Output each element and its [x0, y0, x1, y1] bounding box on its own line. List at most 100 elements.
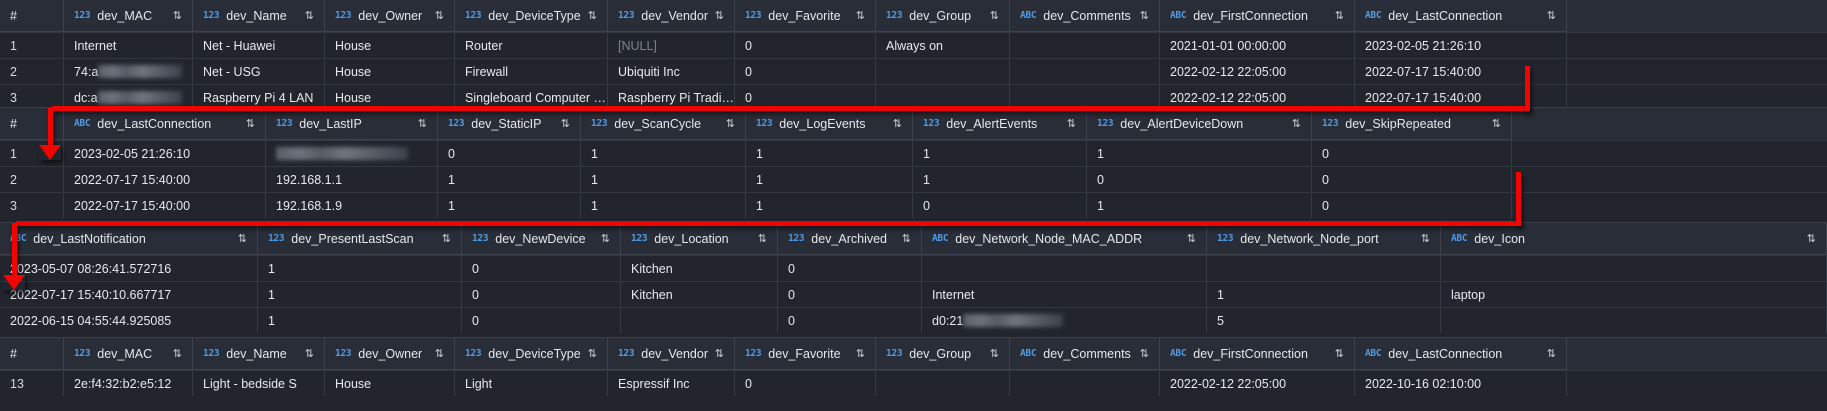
devices-grid-segment-2[interactable]: # ABC dev_LastConnection ⇅ 123 dev_LastIP ⇅ 123…	[0, 107, 1827, 218]
table-cell[interactable]: 1	[1087, 141, 1312, 166]
sort-toggle-icon[interactable]: ⇅	[434, 9, 444, 22]
table-cell[interactable]: Espressif Inc	[608, 371, 735, 396]
table-cell[interactable]: 2e:f4:32:b2:e5:12	[64, 371, 193, 396]
table-cell[interactable]	[1010, 85, 1160, 110]
sort-toggle-icon[interactable]: ⇅	[434, 347, 444, 360]
sort-toggle-icon[interactable]: ⇅	[441, 232, 451, 245]
sort-toggle-icon[interactable]: ⇅	[417, 117, 427, 130]
table-cell[interactable]	[266, 141, 438, 166]
sort-toggle-icon[interactable]: ⇅	[1139, 347, 1149, 360]
column-header-dev_archived[interactable]: 123 dev_Archived ⇅	[778, 223, 922, 255]
table-cell[interactable]: 1	[438, 193, 581, 218]
column-header-dev_alertevents[interactable]: 123 dev_AlertEvents ⇅	[913, 108, 1087, 140]
table-cell[interactable]: 0	[735, 59, 876, 84]
column-header-dev_icon[interactable]: ABC dev_Icon ⇅	[1441, 223, 1827, 255]
table-cell[interactable]: 0	[1087, 167, 1312, 192]
table-cell[interactable]: 2022-10-16 02:10:00	[1355, 371, 1567, 396]
column-header-dev_favorite[interactable]: 123 dev_Favorite ⇅	[735, 338, 876, 370]
column-header-dev_comments[interactable]: ABC dev_Comments ⇅	[1010, 0, 1160, 32]
column-header-rownum[interactable]: #	[0, 108, 64, 140]
column-header-dev_name[interactable]: 123 dev_Name ⇅	[193, 0, 325, 32]
sort-toggle-icon[interactable]: ⇅	[855, 9, 865, 22]
table-cell[interactable]: dc:a	[64, 85, 193, 110]
row-number-cell[interactable]: 1	[0, 33, 64, 58]
table-cell[interactable]: 5	[1207, 308, 1441, 333]
table-cell[interactable]: 1	[1207, 282, 1441, 307]
table-cell[interactable]: House	[325, 85, 455, 110]
table-cell[interactable]: Firewall	[455, 59, 608, 84]
row-number-cell[interactable]: 1	[0, 141, 64, 166]
table-cell[interactable]: [NULL]	[608, 33, 735, 58]
table-cell[interactable]: House	[325, 33, 455, 58]
sort-toggle-icon[interactable]: ⇅	[757, 232, 767, 245]
column-header-dev_name[interactable]: 123 dev_Name ⇅	[193, 338, 325, 370]
table-cell[interactable]: 1	[913, 167, 1087, 192]
column-header-dev_lastnotification[interactable]: ABC dev_LastNotification ⇅	[0, 223, 258, 255]
table-cell[interactable]	[876, 85, 1010, 110]
table-row[interactable]: 2023-05-07 08:26:41.572716 1 0 Kitchen 0	[0, 255, 1827, 281]
table-cell[interactable]: 2022-06-15 04:55:44.925085	[0, 308, 258, 333]
column-header-rownum[interactable]: #	[0, 338, 64, 370]
column-header-dev_group[interactable]: 123 dev_Group ⇅	[876, 0, 1010, 32]
table-cell[interactable]: 2022-07-17 15:40:00	[64, 167, 266, 192]
row-number-cell[interactable]: 2	[0, 59, 64, 84]
table-cell[interactable]: 1	[438, 167, 581, 192]
row-number-cell[interactable]: 3	[0, 85, 64, 110]
sort-toggle-icon[interactable]: ⇅	[1334, 347, 1344, 360]
table-cell[interactable]: 2023-02-05 21:26:10	[1355, 33, 1567, 58]
table-row[interactable]: 2022-06-15 04:55:44.925085 1 0 0 d0:21 5	[0, 307, 1827, 333]
sort-toggle-icon[interactable]: ⇅	[304, 347, 314, 360]
table-row[interactable]: 2 2022-07-17 15:40:00 192.168.1.1 1 1 1 1 0 0	[0, 166, 1827, 192]
sort-toggle-icon[interactable]: ⇅	[587, 347, 597, 360]
table-cell[interactable]: 1	[913, 141, 1087, 166]
table-row[interactable]: 1 2023-02-05 21:26:10 0 1 1 1 1 0	[0, 140, 1827, 166]
table-cell[interactable]: 0	[462, 308, 621, 333]
table-cell[interactable]: Net - USG	[193, 59, 325, 84]
sort-toggle-icon[interactable]: ⇅	[172, 9, 182, 22]
table-cell[interactable]	[1441, 308, 1827, 333]
devices-grid-segment-3[interactable]: ABC dev_LastNotification ⇅ 123 dev_PresentLa…	[0, 222, 1827, 333]
table-cell[interactable]: 2022-07-17 15:40:10.667717	[0, 282, 258, 307]
table-cell[interactable]: 1	[581, 141, 746, 166]
column-header-dev_staticip[interactable]: 123 dev_StaticIP ⇅	[438, 108, 581, 140]
column-header-dev_mac[interactable]: 123 dev_MAC ⇅	[64, 0, 193, 32]
table-cell[interactable]: 2022-02-12 22:05:00	[1160, 85, 1355, 110]
table-cell[interactable]	[1207, 256, 1441, 281]
table-cell[interactable]	[1441, 256, 1827, 281]
table-cell[interactable]: 0	[778, 256, 922, 281]
table-cell[interactable]	[621, 308, 778, 333]
table-cell[interactable]	[1010, 33, 1160, 58]
table-cell[interactable]: Light	[455, 371, 608, 396]
column-header-dev_favorite[interactable]: 123 dev_Favorite ⇅	[735, 0, 876, 32]
column-header-dev_firstconnection[interactable]: ABC dev_FirstConnection ⇅	[1160, 338, 1355, 370]
table-cell[interactable]: 1	[258, 308, 462, 333]
table-cell[interactable]: 0	[462, 282, 621, 307]
devices-grid-bottom-partial[interactable]: #123 dev_MAC ⇅ 123 dev_Name ⇅ 123 dev_Owner ⇅ 123…	[0, 337, 1827, 396]
sort-toggle-icon[interactable]: ⇅	[1806, 232, 1816, 245]
table-cell[interactable]: 1	[746, 193, 913, 218]
column-header-dev_logevents[interactable]: 123 dev_LogEvents ⇅	[746, 108, 913, 140]
sort-toggle-icon[interactable]: ⇅	[172, 347, 182, 360]
sort-toggle-icon[interactable]: ⇅	[237, 232, 247, 245]
table-cell[interactable]: 0	[778, 308, 922, 333]
sort-toggle-icon[interactable]: ⇅	[989, 9, 999, 22]
table-cell[interactable]: d0:21	[922, 308, 1207, 333]
table-row[interactable]: 3 dc:a Raspberry Pi 4 LAN House Singleboard …	[0, 84, 1827, 110]
column-header-dev_lastip[interactable]: 123 dev_LastIP ⇅	[266, 108, 438, 140]
sort-toggle-icon[interactable]: ⇅	[1066, 117, 1076, 130]
column-header-dev_alertdevicedown[interactable]: 123 dev_AlertDeviceDown ⇅	[1087, 108, 1312, 140]
row-number-cell[interactable]: 13	[0, 371, 64, 396]
table-cell[interactable]: 1	[1087, 193, 1312, 218]
sort-toggle-icon[interactable]: ⇅	[892, 117, 902, 130]
row-number-cell[interactable]: 3	[0, 193, 64, 218]
column-header-dev_firstconnection[interactable]: ABC dev_FirstConnection ⇅	[1160, 0, 1355, 32]
sort-toggle-icon[interactable]: ⇅	[1291, 117, 1301, 130]
table-cell[interactable]	[876, 371, 1010, 396]
sort-toggle-icon[interactable]: ⇅	[725, 117, 735, 130]
column-header-dev_mac[interactable]: 123 dev_MAC ⇅	[64, 338, 193, 370]
table-cell[interactable]: Light - bedside S	[193, 371, 325, 396]
sort-toggle-icon[interactable]: ⇅	[1186, 232, 1196, 245]
sort-toggle-icon[interactable]: ⇅	[901, 232, 911, 245]
table-cell[interactable]: 1	[746, 167, 913, 192]
sort-toggle-icon[interactable]: ⇅	[1546, 9, 1556, 22]
